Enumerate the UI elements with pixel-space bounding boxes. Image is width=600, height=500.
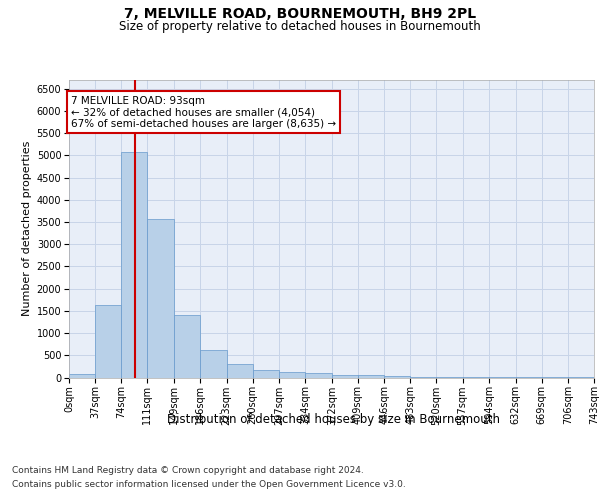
Text: Size of property relative to detached houses in Bournemouth: Size of property relative to detached ho…	[119, 20, 481, 33]
Y-axis label: Number of detached properties: Number of detached properties	[22, 141, 32, 316]
Bar	[332, 374, 358, 378]
Bar	[95, 305, 121, 378]
Bar	[384, 376, 410, 378]
Text: 7, MELVILLE ROAD, BOURNEMOUTH, BH9 2PL: 7, MELVILLE ROAD, BOURNEMOUTH, BH9 2PL	[124, 8, 476, 22]
Bar	[121, 152, 148, 378]
Bar	[253, 370, 279, 378]
Bar	[148, 219, 174, 378]
Text: 7 MELVILLE ROAD: 93sqm
← 32% of detached houses are smaller (4,054)
67% of semi-: 7 MELVILLE ROAD: 93sqm ← 32% of detached…	[71, 96, 336, 128]
Bar	[200, 350, 227, 378]
Bar	[174, 315, 200, 378]
Text: Contains HM Land Registry data © Crown copyright and database right 2024.: Contains HM Land Registry data © Crown c…	[12, 466, 364, 475]
Bar	[69, 374, 95, 378]
Text: Contains public sector information licensed under the Open Government Licence v3: Contains public sector information licen…	[12, 480, 406, 489]
Bar	[358, 375, 384, 378]
Text: Distribution of detached houses by size in Bournemouth: Distribution of detached houses by size …	[167, 412, 500, 426]
Bar	[279, 372, 305, 378]
Bar	[305, 373, 332, 378]
Bar	[227, 364, 253, 378]
